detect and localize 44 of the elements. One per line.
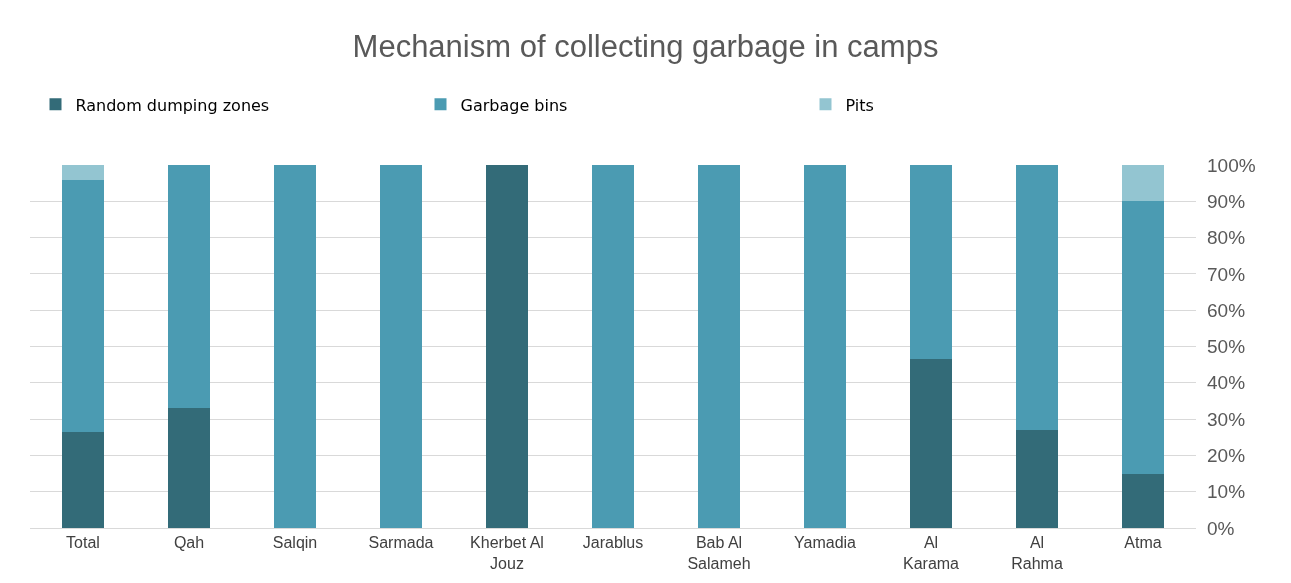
y-tick-label: 30% [1207, 408, 1246, 430]
bar [909, 165, 953, 360]
bar [61, 165, 105, 180]
y-tick-label: 50% [1207, 336, 1246, 358]
bar [379, 165, 423, 528]
x-tick-label: Atma [1124, 534, 1162, 552]
legend-label: Random dumping zones [75, 95, 270, 115]
legend-label: Pits [845, 95, 874, 115]
x-tick-label: Al Karama [902, 534, 960, 572]
bar [485, 165, 529, 528]
y-tick-label: 0% [1207, 517, 1235, 539]
y-tick-label: 90% [1207, 190, 1246, 212]
x-tick-label: Total [66, 534, 100, 552]
bar [909, 359, 953, 528]
bar [803, 165, 847, 528]
bar [1015, 165, 1059, 430]
legend-label: Garbage bins [460, 95, 568, 115]
bar [273, 165, 317, 528]
bar [591, 165, 635, 528]
y-tick-label: 60% [1207, 299, 1246, 321]
x-tick-label: Al Rahma [1011, 534, 1063, 572]
bar [697, 165, 741, 528]
bar [1121, 473, 1165, 528]
x-tick-label: Jarablus [582, 534, 644, 552]
bar [167, 408, 211, 528]
y-tick-label: 10% [1207, 481, 1246, 503]
x-tick-label: Kherbet Al Jouz [470, 534, 544, 572]
x-tick-label: Salqin [272, 534, 318, 552]
chart-title: Mechanism of collecting garbage in camps [352, 28, 939, 64]
y-tick-label: 20% [1207, 445, 1246, 467]
bar [1015, 429, 1059, 528]
y-tick-label: 40% [1207, 372, 1246, 394]
bar [1121, 201, 1165, 474]
x-tick-label: Qah [173, 534, 205, 552]
bar [61, 431, 105, 528]
bar [1121, 165, 1165, 202]
bar [167, 165, 211, 409]
bar [61, 179, 105, 432]
y-tick-label: 80% [1207, 227, 1246, 249]
x-tick-label: Yamadia [794, 534, 857, 552]
x-tick-label: Bab Al Salameh [687, 534, 751, 572]
x-tick-label: Sarmada [368, 534, 434, 552]
y-tick-label: 70% [1207, 263, 1246, 285]
y-tick-label: 100% [1207, 154, 1256, 176]
